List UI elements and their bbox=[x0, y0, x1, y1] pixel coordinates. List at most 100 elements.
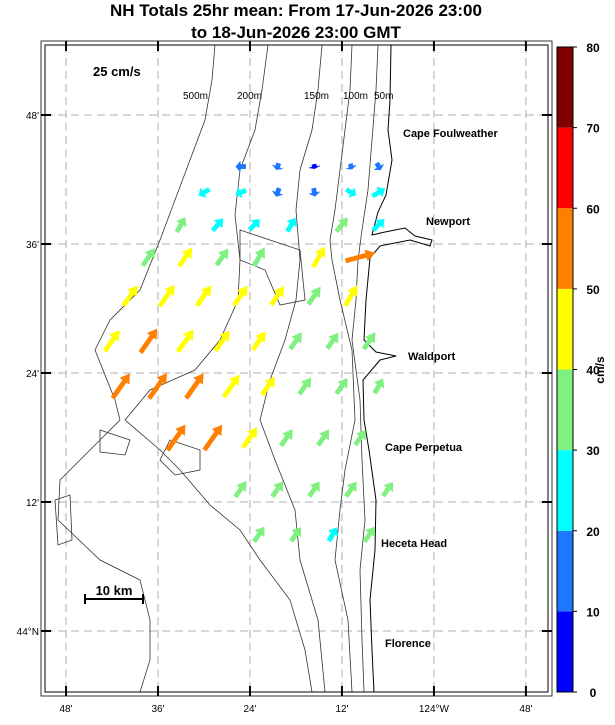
current-vector bbox=[285, 217, 297, 233]
colorbar-tick-label: 0 bbox=[590, 686, 597, 700]
colorbar-tick-label: 60 bbox=[586, 202, 600, 216]
colorbar-band bbox=[557, 450, 573, 531]
place-label: Newport bbox=[426, 216, 470, 228]
current-vector bbox=[372, 378, 385, 395]
contour-50m bbox=[351, 44, 379, 693]
bank bbox=[54, 494, 73, 546]
current-vector bbox=[361, 332, 376, 351]
contour-100m bbox=[329, 44, 356, 693]
bank bbox=[159, 439, 201, 476]
current-vector bbox=[306, 286, 321, 306]
current-vector bbox=[371, 218, 385, 232]
current-vector bbox=[353, 429, 366, 447]
colorbar-band bbox=[557, 127, 573, 209]
colorbar-band bbox=[557, 611, 573, 692]
current-vector bbox=[110, 373, 130, 400]
current-vector bbox=[288, 332, 302, 351]
title-line: to 18-Jun-2026 23:00 GMT bbox=[191, 23, 401, 42]
y-tick-label: 24' bbox=[26, 369, 39, 380]
x-tick-label: 36' bbox=[151, 704, 164, 715]
place-label: Heceta Head bbox=[381, 538, 447, 550]
colorbar-tick-label: 80 bbox=[586, 41, 600, 55]
current-vector bbox=[177, 247, 193, 268]
current-vector bbox=[213, 330, 230, 353]
vectors bbox=[102, 160, 394, 544]
axes: 48' 36' 24' 12' 124°W 48' 48' 36' 24' 12' 44°N bbox=[17, 41, 552, 715]
y-tick-label: 36' bbox=[26, 240, 39, 251]
current-vector bbox=[334, 377, 348, 396]
current-vector bbox=[251, 247, 265, 268]
current-vector bbox=[175, 329, 194, 354]
colorbar-tick-label: 10 bbox=[586, 605, 600, 619]
current-vector bbox=[271, 162, 284, 170]
place-label: Waldport bbox=[408, 351, 456, 363]
title-line: NH Totals 25hr mean: From 17-Jun-2026 23… bbox=[110, 1, 482, 20]
colorbar-band bbox=[557, 288, 573, 370]
current-vector bbox=[194, 285, 212, 308]
colorbar-band bbox=[557, 369, 573, 451]
x-tick-label: 48' bbox=[59, 704, 72, 715]
current-vector bbox=[326, 527, 339, 543]
colorbar-tick-label: 70 bbox=[586, 122, 600, 136]
current-vector bbox=[343, 481, 357, 498]
contour-200m bbox=[124, 44, 313, 693]
current-vector bbox=[344, 249, 376, 264]
colorbar-tick-label: 40 bbox=[586, 364, 600, 378]
current-vector bbox=[174, 217, 187, 234]
current-vector bbox=[140, 247, 156, 268]
coastline bbox=[362, 44, 433, 693]
contour-150m bbox=[259, 44, 326, 693]
current-vector bbox=[240, 427, 258, 450]
colorbar-tick-label: 20 bbox=[586, 525, 600, 539]
x-tick-label: 24' bbox=[243, 704, 256, 715]
contour-label: 200m bbox=[237, 91, 262, 102]
current-vector bbox=[343, 285, 358, 308]
colorbar: 0 10 20 30 40 50 60 70 80 bbox=[556, 41, 600, 700]
current-vector bbox=[235, 160, 246, 173]
place-label: Cape Foulweather bbox=[403, 128, 498, 140]
current-vector bbox=[346, 162, 357, 170]
current-vector bbox=[157, 284, 175, 308]
current-vector bbox=[271, 187, 284, 197]
current-vector bbox=[307, 481, 320, 498]
colorbar-label: cm/s bbox=[593, 356, 607, 384]
current-vector bbox=[214, 248, 229, 267]
colorbar-tick-label: 30 bbox=[586, 444, 600, 458]
place-label: Cape Perpetua bbox=[385, 442, 463, 454]
current-vector bbox=[121, 285, 138, 308]
current-vector bbox=[210, 218, 223, 233]
scale-bar-label: 10 km bbox=[96, 583, 133, 598]
current-vector bbox=[184, 373, 204, 400]
current-vector bbox=[259, 376, 275, 397]
current-vector bbox=[297, 377, 312, 396]
current-vector bbox=[250, 331, 266, 352]
colorbar-tick-label: 50 bbox=[586, 283, 600, 297]
place-label: Florence bbox=[385, 638, 431, 650]
current-vector bbox=[221, 374, 240, 399]
current-vector bbox=[308, 163, 320, 169]
current-vector bbox=[165, 424, 186, 452]
current-vector bbox=[232, 285, 248, 307]
current-vector bbox=[325, 332, 339, 351]
y-tick-label: 12' bbox=[26, 498, 39, 509]
current-vector bbox=[269, 286, 285, 307]
contour-label: 150m bbox=[304, 91, 329, 102]
current-vector bbox=[233, 481, 247, 499]
current-vector bbox=[316, 429, 330, 447]
frame-outer bbox=[40, 40, 553, 697]
scale-bar bbox=[84, 594, 144, 604]
colorbar-band bbox=[557, 208, 573, 289]
current-vector bbox=[247, 219, 260, 232]
current-vector bbox=[102, 330, 120, 353]
current-vector bbox=[251, 526, 265, 544]
current-vector bbox=[334, 217, 348, 234]
bank bbox=[239, 229, 306, 306]
frame bbox=[44, 44, 549, 693]
current-vector bbox=[278, 429, 293, 448]
current-vector bbox=[202, 424, 223, 452]
reference-speed: 25 cm/s bbox=[93, 64, 141, 79]
current-vector bbox=[362, 526, 375, 544]
contour-label: 100m bbox=[343, 91, 368, 102]
current-vector bbox=[371, 186, 386, 199]
bank bbox=[99, 429, 131, 456]
